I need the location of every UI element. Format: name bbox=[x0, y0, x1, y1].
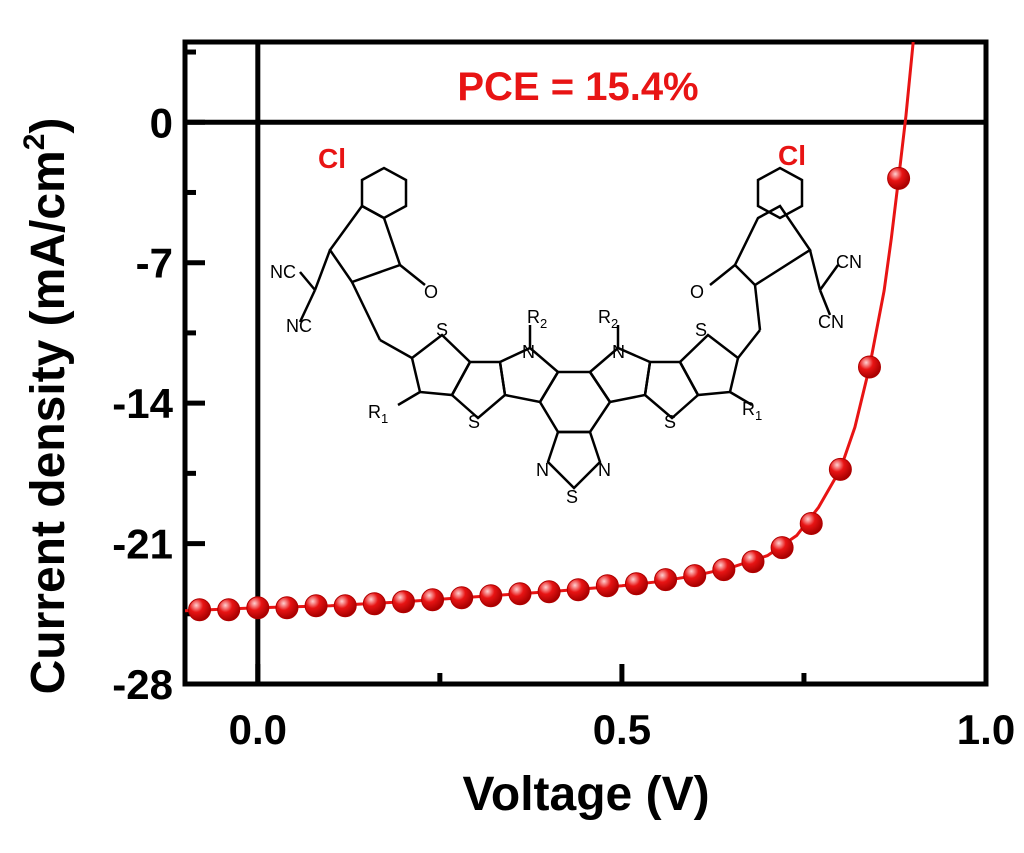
left-five-ring bbox=[328, 204, 402, 284]
s-label-4: S bbox=[695, 320, 707, 340]
pce-annotation: PCE = 15.4% bbox=[457, 65, 698, 109]
data-point bbox=[333, 594, 357, 618]
right-cn-bond-1 bbox=[818, 264, 840, 291]
left-carbonyl bbox=[399, 264, 426, 286]
data-point bbox=[654, 568, 678, 592]
data-point bbox=[275, 596, 299, 620]
x-tick-label: 0.5 bbox=[593, 706, 651, 753]
y-axis-title: Current density (mA/cm2) bbox=[18, 118, 75, 695]
data-point bbox=[450, 586, 474, 610]
data-point bbox=[566, 578, 590, 602]
r1-right-main: R bbox=[742, 399, 755, 419]
y-axis-title-main: Current density (mA/cm bbox=[22, 150, 75, 694]
s-label-3: S bbox=[664, 412, 676, 432]
data-point bbox=[887, 166, 911, 190]
y-tick-label: -21 bbox=[112, 521, 173, 568]
right-thiophene-2 bbox=[643, 360, 700, 420]
n-label-3: N bbox=[536, 460, 549, 480]
data-point bbox=[595, 574, 619, 598]
data-point bbox=[362, 592, 386, 616]
right-cl-label: Cl bbox=[778, 140, 806, 171]
data-point bbox=[624, 572, 648, 596]
data-point bbox=[217, 598, 241, 622]
y-tick-label: -7 bbox=[136, 240, 173, 287]
right-cn-bond-2 bbox=[818, 289, 832, 316]
left-thiophene-1 bbox=[410, 333, 472, 397]
right-cn-label-1: CN bbox=[836, 252, 862, 272]
r1-left-sub: 1 bbox=[381, 411, 388, 426]
y-axis-title-sup: 2 bbox=[18, 134, 51, 151]
left-thiophene-2 bbox=[450, 360, 507, 420]
n-label-4: N bbox=[598, 460, 611, 480]
data-point bbox=[741, 550, 765, 574]
axes-layer bbox=[182, 39, 989, 687]
plot-frame bbox=[182, 39, 989, 687]
left-vinyl-2 bbox=[379, 338, 413, 360]
left-o-label: O bbox=[424, 282, 438, 302]
right-cn-label-2: CN bbox=[818, 312, 844, 332]
data-point bbox=[857, 355, 881, 379]
data-point bbox=[421, 588, 445, 612]
n-label-1: N bbox=[522, 342, 535, 362]
n-label-2: N bbox=[612, 342, 625, 362]
data-point bbox=[537, 580, 561, 604]
thiadiazole-ring bbox=[546, 430, 602, 490]
molecule-labels: Cl Cl NC NC O O CN CN S S S S S N N N N … bbox=[270, 140, 862, 507]
central-benzene bbox=[538, 370, 612, 434]
data-point bbox=[246, 596, 270, 620]
data-point bbox=[391, 590, 415, 614]
right-carbonyl bbox=[709, 264, 736, 286]
data-point bbox=[508, 582, 532, 606]
series-layer bbox=[185, 42, 915, 622]
s-label-5: S bbox=[566, 487, 578, 507]
r2-label-left: R2 bbox=[527, 307, 547, 331]
data-point bbox=[799, 512, 823, 535]
right-five-ring bbox=[733, 204, 812, 287]
data-point bbox=[188, 598, 212, 622]
left-cl-label: Cl bbox=[318, 143, 346, 174]
r2-right-main: R bbox=[598, 307, 611, 327]
data-point bbox=[683, 564, 707, 588]
r2-left-main: R bbox=[527, 307, 540, 327]
left-exo-double bbox=[313, 249, 332, 291]
left-nc-label-1: NC bbox=[270, 262, 296, 282]
r1-left-main: R bbox=[368, 402, 381, 422]
y-tick-label: 0 bbox=[150, 99, 173, 146]
right-o-label: O bbox=[690, 282, 704, 302]
r2-right-sub: 2 bbox=[611, 316, 618, 331]
data-point bbox=[479, 584, 503, 608]
molecule-structure bbox=[298, 166, 840, 490]
right-vinyl-2 bbox=[753, 284, 762, 331]
data-point bbox=[712, 558, 736, 582]
x-tick-label: 1.0 bbox=[957, 706, 1015, 753]
r2-left-sub: 2 bbox=[540, 316, 547, 331]
left-nc-bond-1 bbox=[299, 271, 316, 291]
y-tick-label: -14 bbox=[112, 380, 173, 427]
right-benzene-ring bbox=[756, 166, 804, 220]
r1-label-left: R1 bbox=[368, 402, 388, 426]
data-point bbox=[828, 457, 852, 481]
left-r1-bond bbox=[397, 390, 421, 407]
s-label-2: S bbox=[468, 412, 480, 432]
x-axis-title: Voltage (V) bbox=[462, 768, 709, 821]
data-point bbox=[770, 536, 794, 560]
right-r1-bond bbox=[729, 390, 753, 407]
y-axis-title-close: ) bbox=[22, 118, 75, 134]
r2-label-right: R2 bbox=[598, 307, 618, 331]
right-exo-double bbox=[808, 249, 822, 291]
labels-layer: 0.0 0.5 1.0 0 -7 -14 -21 -28 bbox=[112, 99, 1015, 753]
x-tick-label: 0.0 bbox=[229, 706, 287, 753]
right-thiophene-1 bbox=[678, 333, 740, 397]
left-vinyl bbox=[350, 281, 382, 341]
left-nc-label-2: NC bbox=[286, 316, 312, 336]
r1-label-right: R1 bbox=[742, 399, 762, 423]
data-point bbox=[304, 594, 328, 618]
right-vinyl bbox=[737, 329, 761, 359]
left-nc-bond-2 bbox=[298, 289, 317, 323]
r1-right-sub: 1 bbox=[755, 408, 762, 423]
s-label-1: S bbox=[436, 320, 448, 340]
y-tick-label: -28 bbox=[112, 661, 173, 708]
